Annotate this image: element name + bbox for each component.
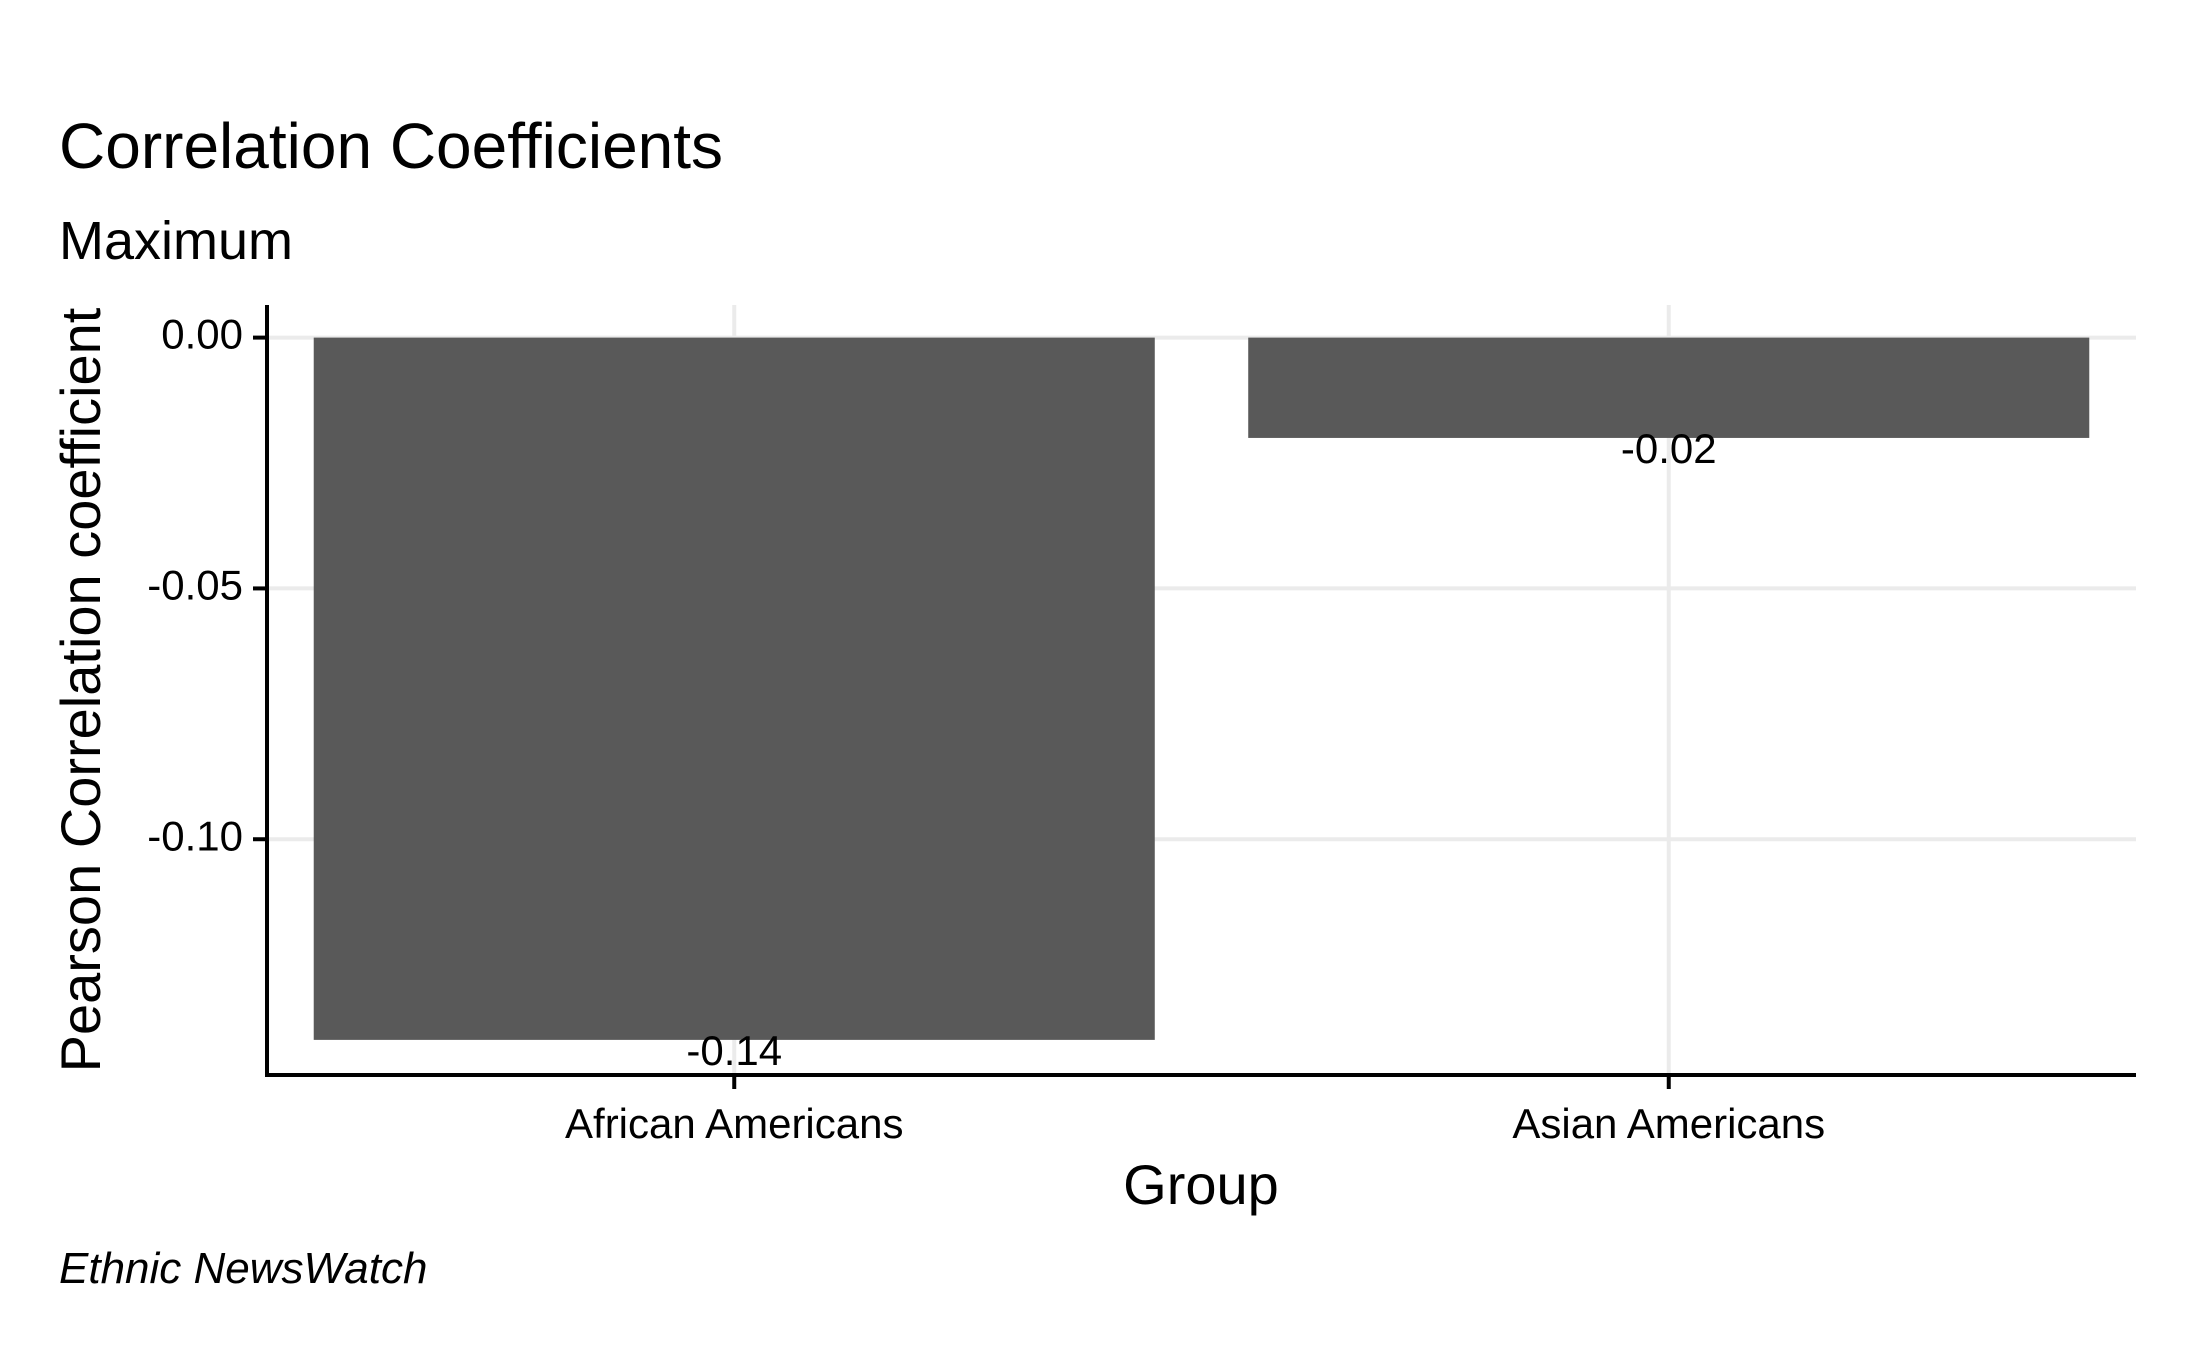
bars (313, 337, 2090, 1040)
x-tick-label: African Americans (565, 1100, 903, 1147)
y-tick-label: -0.10 (147, 812, 243, 859)
bar-african-americans (313, 337, 1155, 1040)
bar-value-label: -0.02 (1621, 425, 1717, 472)
chart-caption: Ethnic NewsWatch (59, 1244, 427, 1293)
chart-title: Correlation Coefficients (59, 110, 723, 182)
y-ticks: 0.00 -0.05 -0.10 (147, 311, 267, 859)
x-axis-title: Group (1123, 1153, 1279, 1216)
x-ticks: African Americans Asian Americans (565, 1075, 1825, 1147)
y-tick-label: 0.00 (161, 311, 243, 358)
data-labels: -0.14 -0.02 (686, 425, 1716, 1074)
bar-asian-americans (1248, 337, 2090, 438)
y-tick-label: -0.05 (147, 562, 243, 609)
bar-value-label: -0.14 (686, 1027, 782, 1074)
y-axis-title: Pearson Correlation coefficient (49, 307, 112, 1072)
x-tick-label: Asian Americans (1512, 1100, 1825, 1147)
chart-subtitle: Maximum (59, 211, 293, 271)
